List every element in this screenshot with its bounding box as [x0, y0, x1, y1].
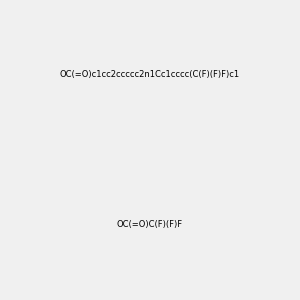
Text: OC(=O)C(F)(F)F: OC(=O)C(F)(F)F: [117, 220, 183, 230]
Text: OC(=O)c1cc2ccccc2n1Cc1cccc(C(F)(F)F)c1: OC(=O)c1cc2ccccc2n1Cc1cccc(C(F)(F)F)c1: [60, 70, 240, 80]
